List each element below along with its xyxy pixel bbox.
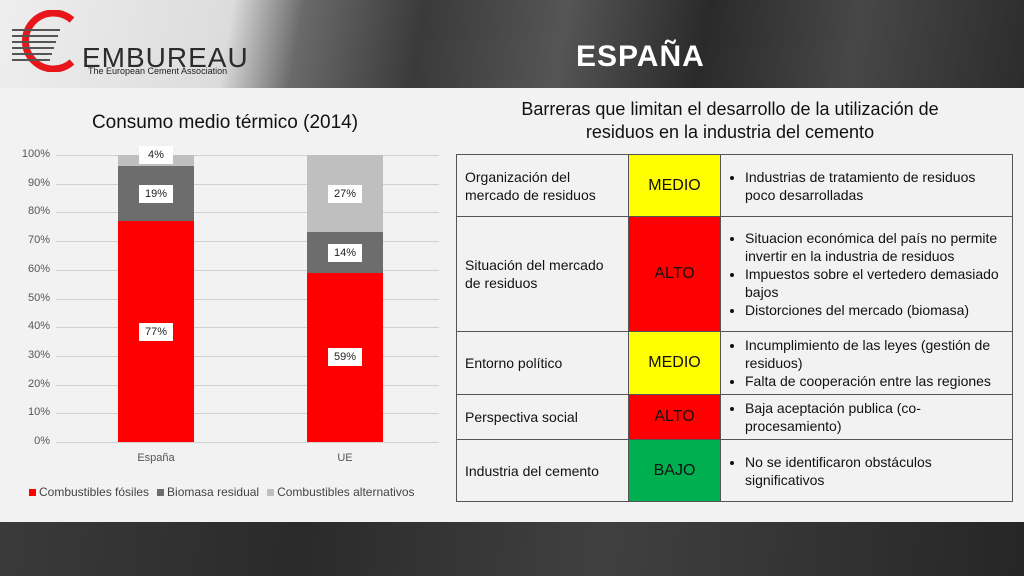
data-label: 14% (328, 243, 362, 262)
header-band (0, 0, 1024, 88)
y-tick-label: 40% (27, 320, 50, 333)
data-label: 19% (139, 184, 173, 203)
data-label: 4% (139, 146, 173, 164)
legend-swatch (29, 488, 36, 496)
barrier-category: Perspectiva social (456, 394, 629, 440)
y-tick-label: 60% (27, 262, 50, 275)
chart-legend: Combustibles fósiles Biomasa residual Comb… (29, 485, 415, 499)
legend-swatch (157, 488, 165, 496)
footer-band (0, 522, 1024, 576)
x-tick-label: España (137, 452, 175, 464)
legend-label: Combustibles alternativos (277, 485, 415, 499)
y-tick-label: 30% (27, 348, 50, 361)
y-tick-label: 10% (27, 406, 50, 419)
barrier-item: No se identificaron obstáculos significa… (745, 453, 1004, 489)
gridline (56, 269, 439, 271)
legend-label: Biomasa residual (167, 485, 260, 499)
data-label: 77% (139, 322, 173, 341)
gridline (56, 327, 439, 329)
barrier-item: Impuestos sobre el vertedero demasiado b… (745, 265, 1004, 301)
gridline (56, 155, 439, 156)
gridline (56, 355, 439, 357)
barrier-level: ALTO (628, 394, 721, 440)
y-tick-label: 100% (21, 148, 50, 160)
data-label: 27% (328, 184, 362, 203)
gridline (56, 183, 439, 185)
cembureau-logo: EMBUREAU The European Cement Association (10, 9, 248, 76)
barrier-description: No se identificaron obstáculos significa… (720, 439, 1013, 502)
legend-label: Combustibles fósiles (39, 485, 150, 499)
barrier-category: Situación del mercado de residuos (456, 216, 629, 332)
barrier-item: Baja aceptación publica (co-procesamient… (745, 399, 1004, 435)
page-title: ESPAÑA (576, 40, 705, 73)
chart-title: Consumo medio térmico (2014) (91, 112, 359, 133)
barrier-item: Situacion económica del país no permite … (745, 229, 1004, 265)
logo-subtitle: The European Cement Association (88, 66, 228, 76)
barrier-category: Organización del mercado de residuos (456, 154, 629, 217)
barrier-item: Distorciones del mercado (biomasa) (745, 301, 1004, 319)
barrier-level: MEDIO (628, 154, 721, 217)
barrier-description: Situacion económica del país no permite … (720, 216, 1013, 332)
gridline (56, 384, 439, 386)
logo-text: EMBUREAU (82, 42, 249, 73)
legend-item: Combustibles fósiles (29, 485, 149, 499)
barrier-description: Incumplimiento de las leyes (gestión de … (720, 331, 1013, 395)
data-label: 59% (328, 348, 362, 367)
gridline (56, 298, 439, 300)
barrier-category: Entorno político (456, 331, 629, 395)
barrier-level: MEDIO (628, 331, 721, 395)
barriers-title: Barreras que limitan el desarrollo de la… (521, 99, 939, 142)
gridline (56, 241, 439, 243)
y-tick-label: 70% (27, 234, 50, 247)
legend-item: Combustibles alternativos (267, 485, 415, 499)
barrier-item: Falta de cooperación entre las regiones (745, 372, 1004, 390)
barrier-item: Incumplimiento de las leyes (gestión de … (745, 336, 1004, 372)
barrier-description: Baja aceptación publica (co-procesamient… (720, 394, 1013, 440)
barrier-description: Industrias de tratamiento de residuos po… (720, 154, 1013, 217)
y-tick-label: 80% (27, 205, 50, 218)
y-tick-label: 20% (27, 377, 50, 390)
logo-mark-icon (12, 9, 75, 73)
x-tick-label: UE (337, 452, 353, 464)
barrier-category: Industria del cemento (456, 439, 629, 502)
legend-swatch (267, 488, 275, 496)
gridline (56, 413, 439, 415)
barrier-row: Organización del mercado de residuos MEDI… (456, 154, 1013, 217)
y-tick-label: 90% (27, 176, 50, 189)
y-tick-label: 50% (27, 291, 50, 304)
gridline (56, 212, 439, 214)
barriers-table: Organización del mercado de residuos MEDI… (456, 154, 1013, 502)
barrier-level: ALTO (628, 216, 721, 332)
y-tick-label: 0% (34, 435, 50, 447)
legend-item: Biomasa residual (157, 485, 259, 499)
gridline (56, 442, 439, 443)
barrier-level: BAJO (628, 439, 721, 502)
barrier-item: Industrias de tratamiento de residuos po… (745, 168, 1004, 204)
